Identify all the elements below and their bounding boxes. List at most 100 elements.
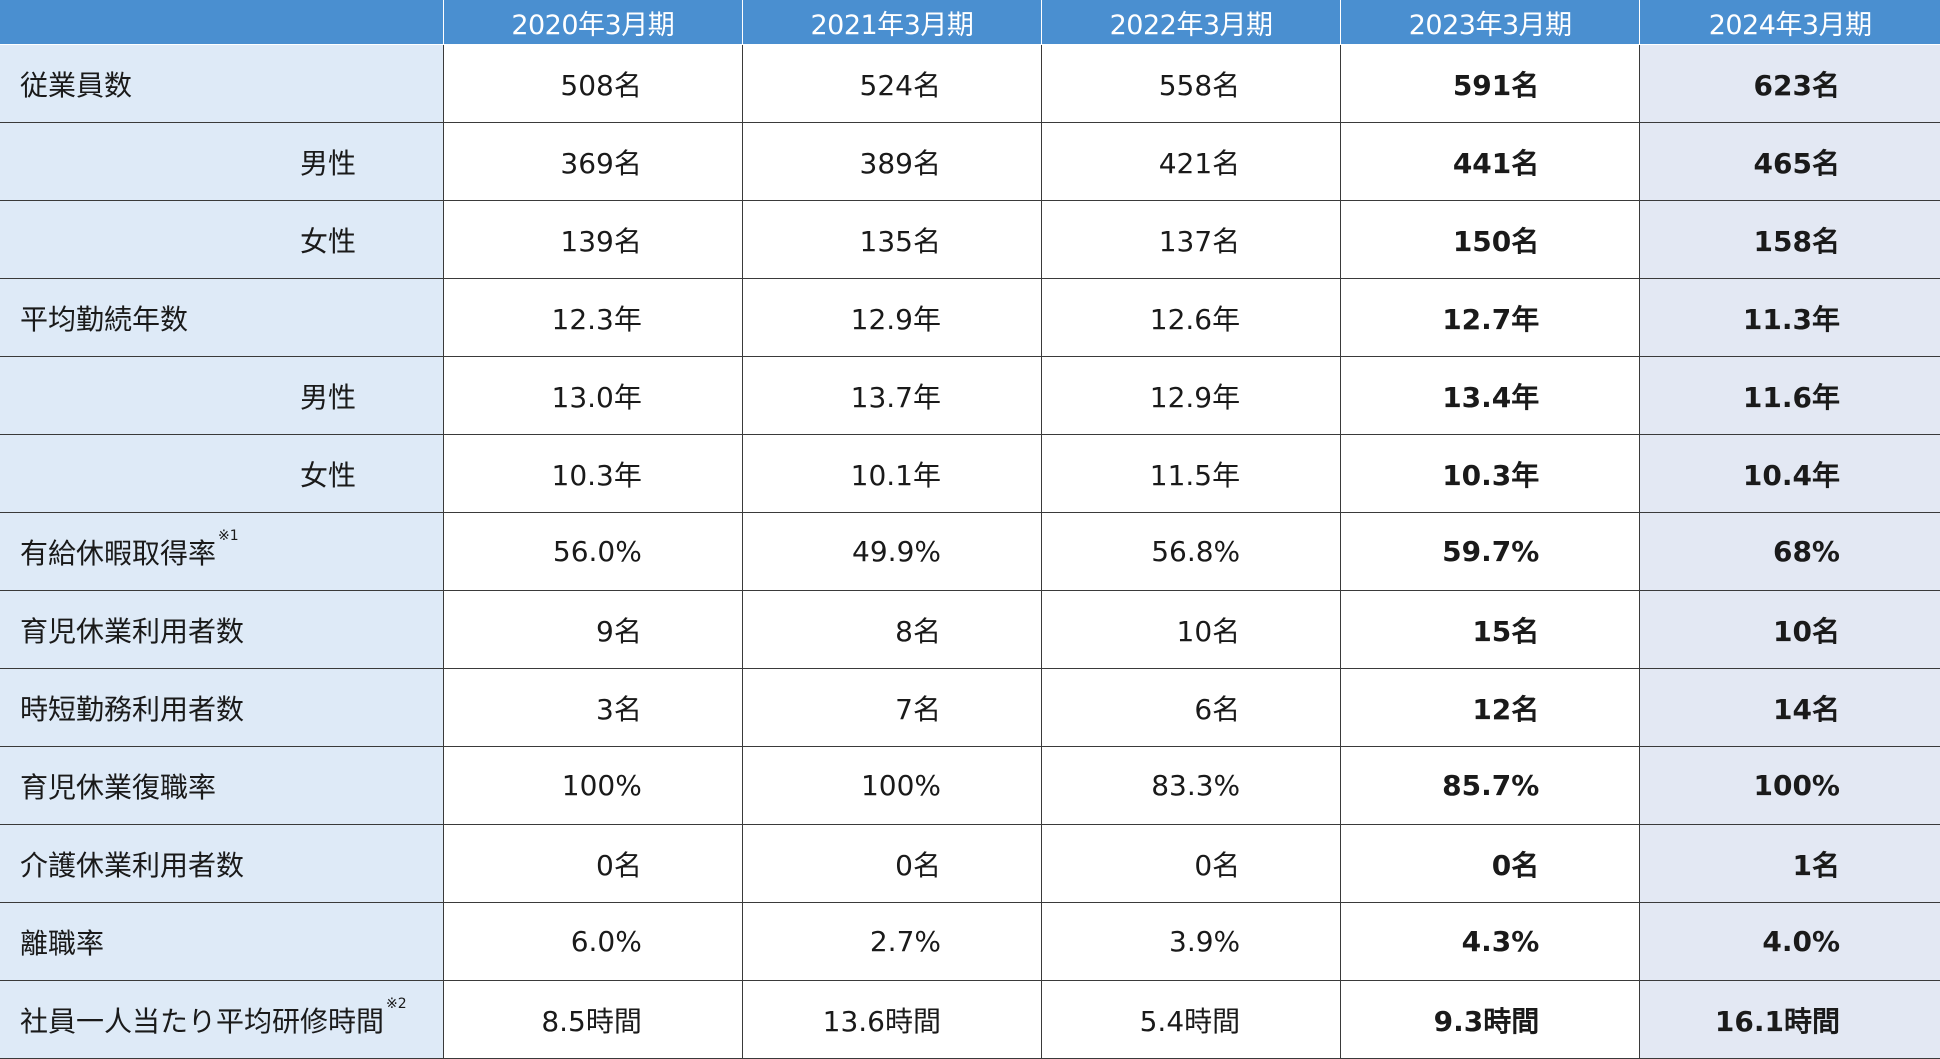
row-sub-label-cell: 男性	[0, 122, 444, 201]
value-cell: 1名	[1639, 824, 1940, 903]
value-cell: 100%	[741, 746, 1043, 825]
value-cell: 591名	[1340, 44, 1641, 123]
header-year-2020: 2020年3月期	[442, 0, 743, 45]
row-label: 離職率	[20, 926, 105, 960]
value-cell: 100%	[1639, 746, 1940, 825]
table-row: 時短勤務利用者数 3名 7名 6名 12名 14名	[0, 668, 1940, 747]
row-label: 女性	[300, 458, 357, 492]
value-cell: 59.7%	[1340, 512, 1641, 591]
header-corner-cell	[0, 0, 444, 45]
value-cell: 2.7%	[741, 902, 1043, 981]
value-cell: 10.3年	[1340, 434, 1641, 513]
row-label: 従業員数	[20, 68, 133, 102]
row-label-cell: 有給休暇取得率※1	[0, 512, 444, 591]
value-cell: 11.3年	[1639, 278, 1940, 357]
value-cell: 16.1時間	[1639, 980, 1940, 1059]
table-row: 有給休暇取得率※1 56.0% 49.9% 56.8% 59.7% 68%	[0, 512, 1940, 591]
row-label: 育児休業利用者数	[20, 614, 245, 648]
table-row: 離職率 6.0% 2.7% 3.9% 4.3% 4.0%	[0, 902, 1940, 981]
value-cell: 56.0%	[442, 512, 743, 591]
footnote-marker: ※1	[218, 527, 239, 544]
value-cell: 0名	[1340, 824, 1641, 903]
value-cell: 56.8%	[1040, 512, 1342, 591]
header-year-2024: 2024年3月期	[1639, 0, 1940, 45]
value-cell: 6.0%	[442, 902, 743, 981]
row-label: 女性	[300, 224, 357, 258]
header-year-2023: 2023年3月期	[1340, 0, 1641, 45]
value-cell: 524名	[741, 44, 1043, 123]
value-cell: 49.9%	[741, 512, 1043, 591]
value-cell: 9名	[442, 590, 743, 669]
table-body: 従業員数 508名 524名 558名 591名 623名 男性 369名 389名 421名 44…	[0, 44, 1940, 1059]
row-label: 平均勤続年数	[20, 302, 189, 336]
value-cell: 369名	[442, 122, 743, 201]
value-cell: 558名	[1040, 44, 1342, 123]
value-cell: 6名	[1040, 668, 1342, 747]
value-cell: 7名	[741, 668, 1043, 747]
header-row: 2020年3月期 2021年3月期 2022年3月期 2023年3月期 2024…	[0, 0, 1940, 45]
row-sub-label-cell: 男性	[0, 356, 444, 435]
value-cell: 13.4年	[1340, 356, 1641, 435]
row-label: 有給休暇取得率	[20, 536, 217, 570]
table-row: 男性 369名 389名 421名 441名 465名	[0, 122, 1940, 201]
value-cell: 10名	[1040, 590, 1342, 669]
value-cell: 13.0年	[442, 356, 743, 435]
value-cell: 3.9%	[1040, 902, 1342, 981]
table-row: 育児休業復職率 100% 100% 83.3% 85.7% 100%	[0, 746, 1940, 825]
value-cell: 139名	[442, 200, 743, 279]
row-label: 社員一人当たり平均研修時間	[20, 1004, 385, 1038]
footnote-marker: ※2	[386, 995, 407, 1012]
value-cell: 4.3%	[1340, 902, 1641, 981]
value-cell: 10.4年	[1639, 434, 1940, 513]
value-cell: 11.6年	[1639, 356, 1940, 435]
value-cell: 12.3年	[442, 278, 743, 357]
value-cell: 12.9年	[741, 278, 1043, 357]
header-year-2022: 2022年3月期	[1040, 0, 1342, 45]
value-cell: 12名	[1340, 668, 1641, 747]
value-cell: 11.5年	[1040, 434, 1342, 513]
value-cell: 13.6時間	[741, 980, 1043, 1059]
value-cell: 10.1年	[741, 434, 1043, 513]
value-cell: 12.9年	[1040, 356, 1342, 435]
table-row: 介護休業利用者数 0名 0名 0名 0名 1名	[0, 824, 1940, 903]
value-cell: 8名	[741, 590, 1043, 669]
row-label-cell: 時短勤務利用者数	[0, 668, 444, 747]
table-header: 2020年3月期 2021年3月期 2022年3月期 2023年3月期 2024…	[0, 0, 1940, 45]
row-label: 男性	[300, 380, 357, 414]
value-cell: 508名	[442, 44, 743, 123]
value-cell: 68%	[1639, 512, 1940, 591]
row-label: 時短勤務利用者数	[20, 692, 245, 726]
row-label-cell: 介護休業利用者数	[0, 824, 444, 903]
row-label-cell: 社員一人当たり平均研修時間※2	[0, 980, 444, 1059]
value-cell: 0名	[1040, 824, 1342, 903]
row-label-cell: 育児休業利用者数	[0, 590, 444, 669]
value-cell: 465名	[1639, 122, 1940, 201]
value-cell: 137名	[1040, 200, 1342, 279]
row-sub-label-cell: 女性	[0, 200, 444, 279]
table-row: 育児休業利用者数 9名 8名 10名 15名 10名	[0, 590, 1940, 669]
table-row: 男性 13.0年 13.7年 12.9年 13.4年 11.6年	[0, 356, 1940, 435]
table-row: 従業員数 508名 524名 558名 591名 623名	[0, 44, 1940, 123]
value-cell: 9.3時間	[1340, 980, 1641, 1059]
value-cell: 83.3%	[1040, 746, 1342, 825]
row-label: 男性	[300, 146, 357, 180]
row-label-cell: 平均勤続年数	[0, 278, 444, 357]
value-cell: 0名	[741, 824, 1043, 903]
value-cell: 441名	[1340, 122, 1641, 201]
value-cell: 135名	[741, 200, 1043, 279]
row-label-cell: 離職率	[0, 902, 444, 981]
value-cell: 3名	[442, 668, 743, 747]
row-label-cell: 従業員数	[0, 44, 444, 123]
table-row: 社員一人当たり平均研修時間※2 8.5時間 13.6時間 5.4時間 9.3時間 16.1…	[0, 980, 1940, 1059]
row-label-cell: 育児休業復職率	[0, 746, 444, 825]
value-cell: 10名	[1639, 590, 1940, 669]
row-sub-label-cell: 女性	[0, 434, 444, 513]
value-cell: 8.5時間	[442, 980, 743, 1059]
value-cell: 12.7年	[1340, 278, 1641, 357]
row-label: 育児休業復職率	[20, 770, 217, 804]
value-cell: 100%	[442, 746, 743, 825]
row-label: 介護休業利用者数	[20, 848, 245, 882]
table-row: 平均勤続年数 12.3年 12.9年 12.6年 12.7年 11.3年	[0, 278, 1940, 357]
value-cell: 389名	[741, 122, 1043, 201]
